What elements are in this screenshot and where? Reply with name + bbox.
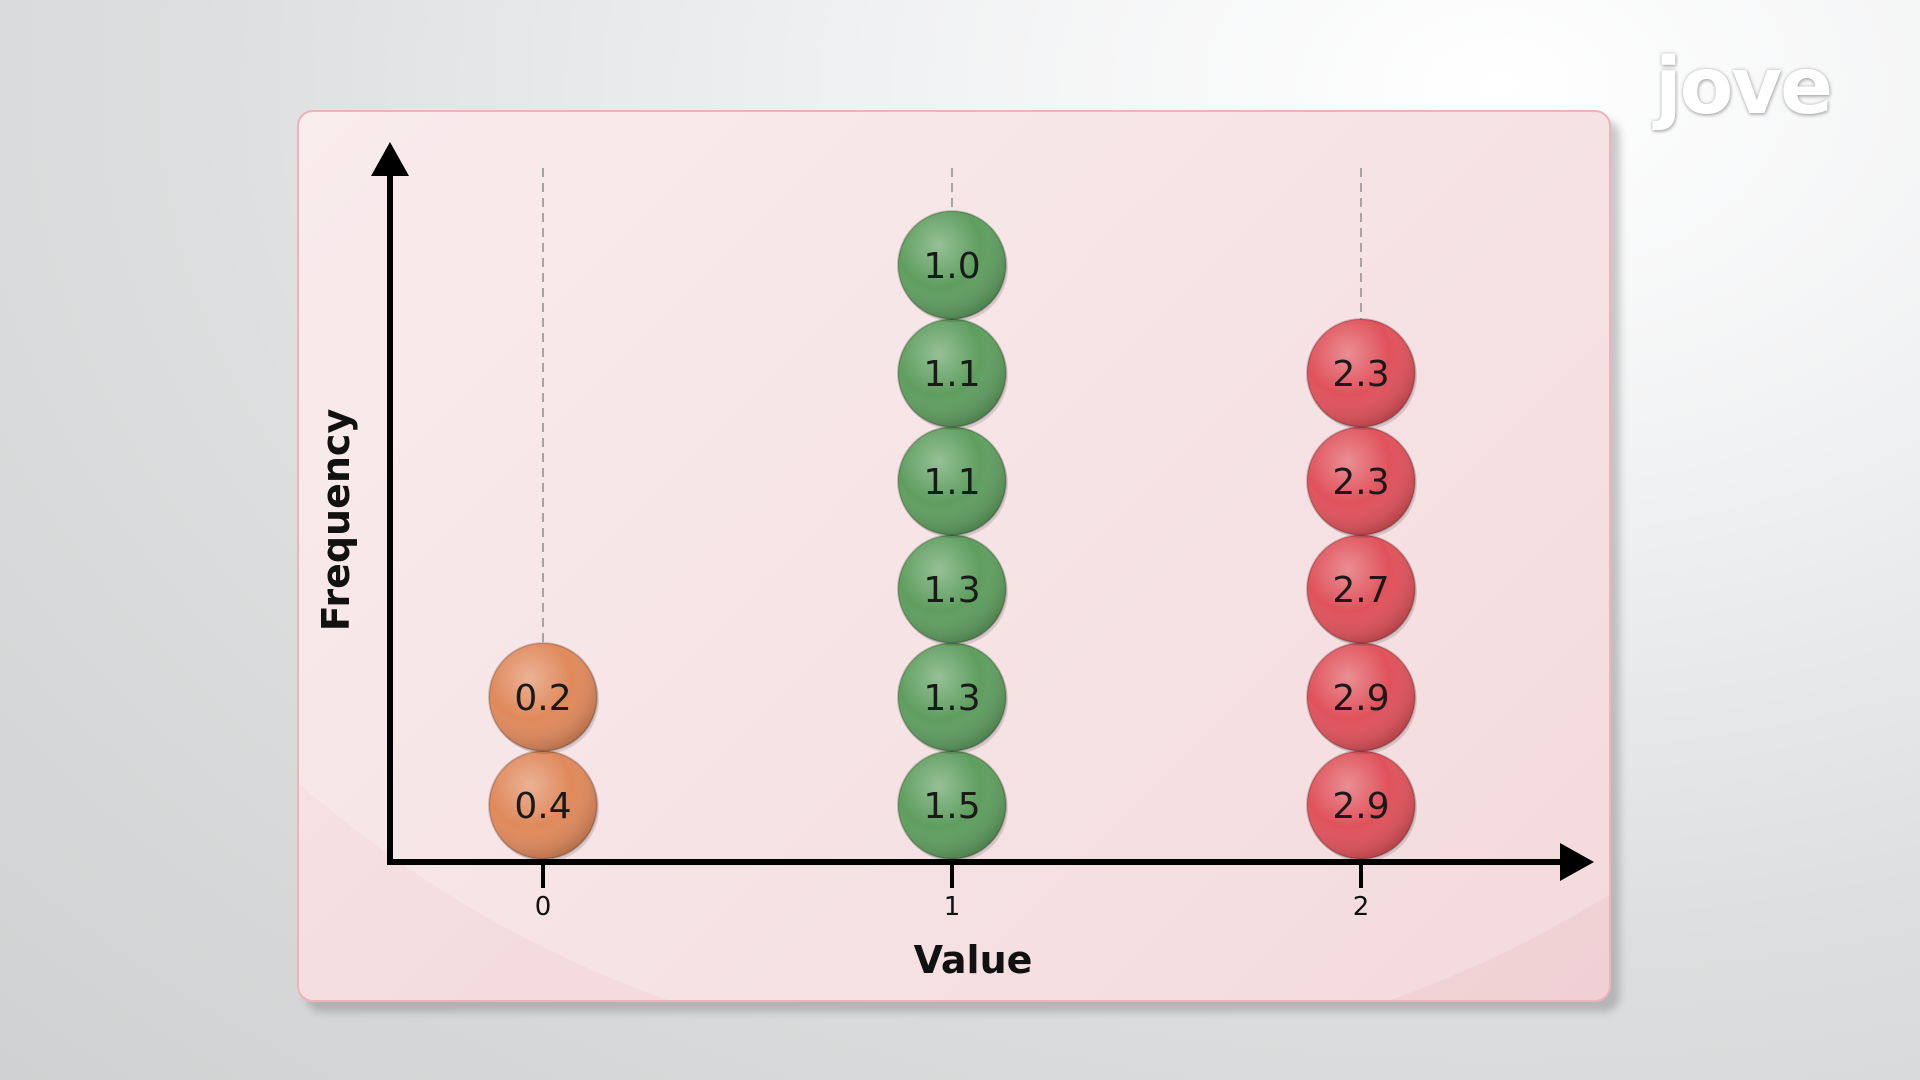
data-dot: 1.3 xyxy=(897,642,1008,754)
data-dot-label: 1.1 xyxy=(923,462,980,503)
data-dot: 2.3 xyxy=(1306,318,1417,430)
x-axis-arrow xyxy=(1560,843,1594,881)
data-dot-label: 1.1 xyxy=(923,354,980,395)
data-dot-label: 1.5 xyxy=(923,786,980,827)
data-dot-label: 2.3 xyxy=(1332,354,1389,395)
guide-lines xyxy=(542,168,1362,643)
data-dot-label: 1.3 xyxy=(923,570,980,611)
dots: 0.4 0.2 1.5 1.3 1.3 1.1 1.1 1.0 2.9 2.9 2.7 2.3 2.3 xyxy=(488,210,1417,862)
data-dot-label: 1.3 xyxy=(923,678,980,719)
data-dot: 2.9 xyxy=(1306,642,1417,754)
axes xyxy=(371,142,1594,881)
data-dot-label: 0.2 xyxy=(514,678,571,719)
data-dot: 2.9 xyxy=(1306,750,1417,862)
data-dot: 1.1 xyxy=(897,318,1008,430)
data-dot-label: 2.9 xyxy=(1332,678,1389,719)
data-dot: 2.3 xyxy=(1306,426,1417,538)
x-tick-label: 2 xyxy=(1353,892,1370,922)
data-dot-label: 1.0 xyxy=(923,246,980,287)
jove-logo: jove xyxy=(1655,42,1833,132)
data-dot: 1.0 xyxy=(897,210,1008,322)
data-dot-label: 2.7 xyxy=(1332,570,1389,611)
data-dot: 1.5 xyxy=(897,750,1008,862)
data-dot: 0.4 xyxy=(488,750,599,862)
x-tick-label: 0 xyxy=(535,892,552,922)
data-dot-label: 2.3 xyxy=(1332,462,1389,503)
x-ticks: 0 1 2 xyxy=(535,862,1370,922)
data-dot: 2.7 xyxy=(1306,534,1417,646)
data-dot-label: 0.4 xyxy=(514,786,571,827)
x-tick-label: 1 xyxy=(944,892,961,922)
data-dot: 1.3 xyxy=(897,534,1008,646)
y-axis-label: Frequency xyxy=(314,409,358,632)
data-dot-label: 2.9 xyxy=(1332,786,1389,827)
y-axis-arrow xyxy=(371,142,409,176)
data-dot: 0.2 xyxy=(488,642,599,754)
data-dot: 1.1 xyxy=(897,426,1008,538)
x-axis-label: Value xyxy=(914,938,1033,982)
